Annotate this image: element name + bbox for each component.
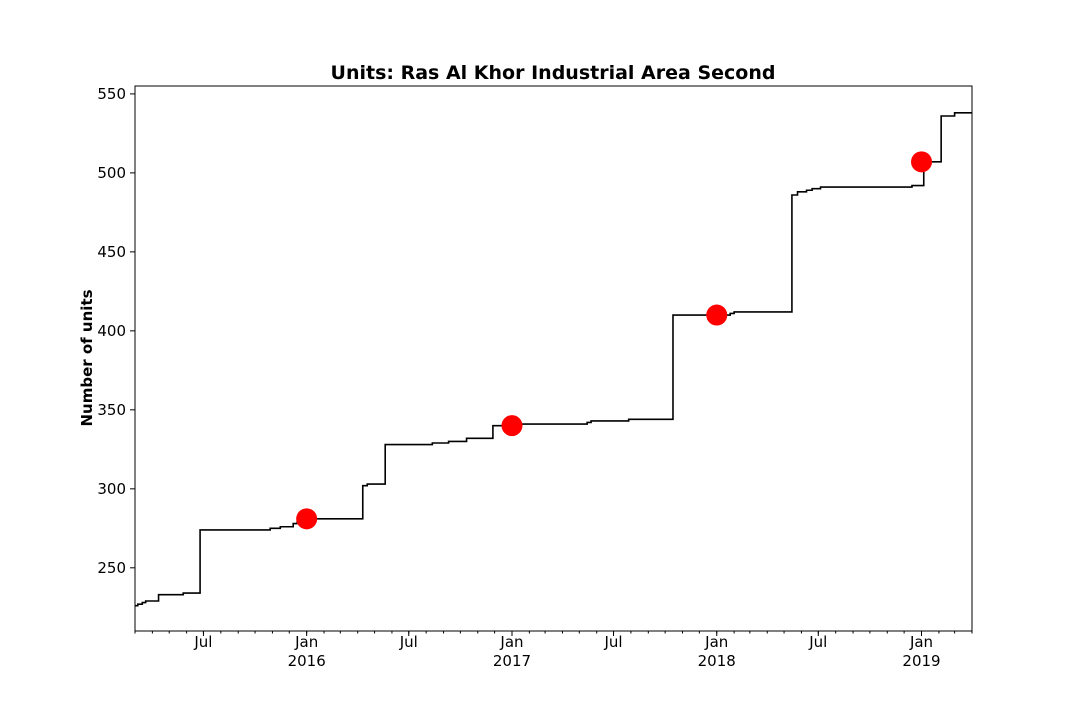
x-tick-year-label: 2019	[902, 652, 940, 670]
y-tick-label: 550	[97, 85, 126, 103]
plot-frame	[134, 85, 973, 632]
x-tick-year-label: 2016	[288, 652, 326, 670]
x-tick-label: Jan	[499, 633, 523, 651]
yearly-marker-point	[296, 508, 318, 530]
series-group	[135, 112, 972, 607]
y-tick-label: 450	[97, 243, 126, 261]
y-axis-label: Number of units	[78, 289, 96, 426]
y-tick-label: 400	[97, 322, 126, 340]
y-tick-label: 300	[97, 480, 126, 498]
x-tick-label: Jul	[808, 633, 827, 651]
x-tick-label: Jul	[399, 633, 418, 651]
series-line-units	[135, 112, 972, 607]
yearly-marker-point	[501, 415, 523, 437]
marker-group	[296, 151, 933, 530]
y-tick-label: 250	[97, 559, 126, 577]
x-tick-label: Jan	[294, 633, 318, 651]
y-tick-label: 350	[97, 401, 126, 419]
plot-background	[135, 86, 972, 631]
yearly-marker-point	[911, 151, 933, 173]
chart-title: Units: Ras Al Khor Industrial Area Secon…	[331, 62, 776, 84]
y-tick-label: 500	[97, 164, 126, 182]
x-tick-label: Jul	[603, 633, 622, 651]
y-ticks: 250 300 350 400 450 500 550	[97, 85, 135, 577]
x-tick-year-label: 2017	[493, 652, 531, 670]
x-tick-year-label: 2018	[698, 652, 736, 670]
x-tick-label: Jan	[909, 633, 933, 651]
x-tick-label: Jan	[704, 633, 728, 651]
x-tick-label: Jul	[193, 633, 212, 651]
yearly-marker-point	[706, 304, 728, 326]
